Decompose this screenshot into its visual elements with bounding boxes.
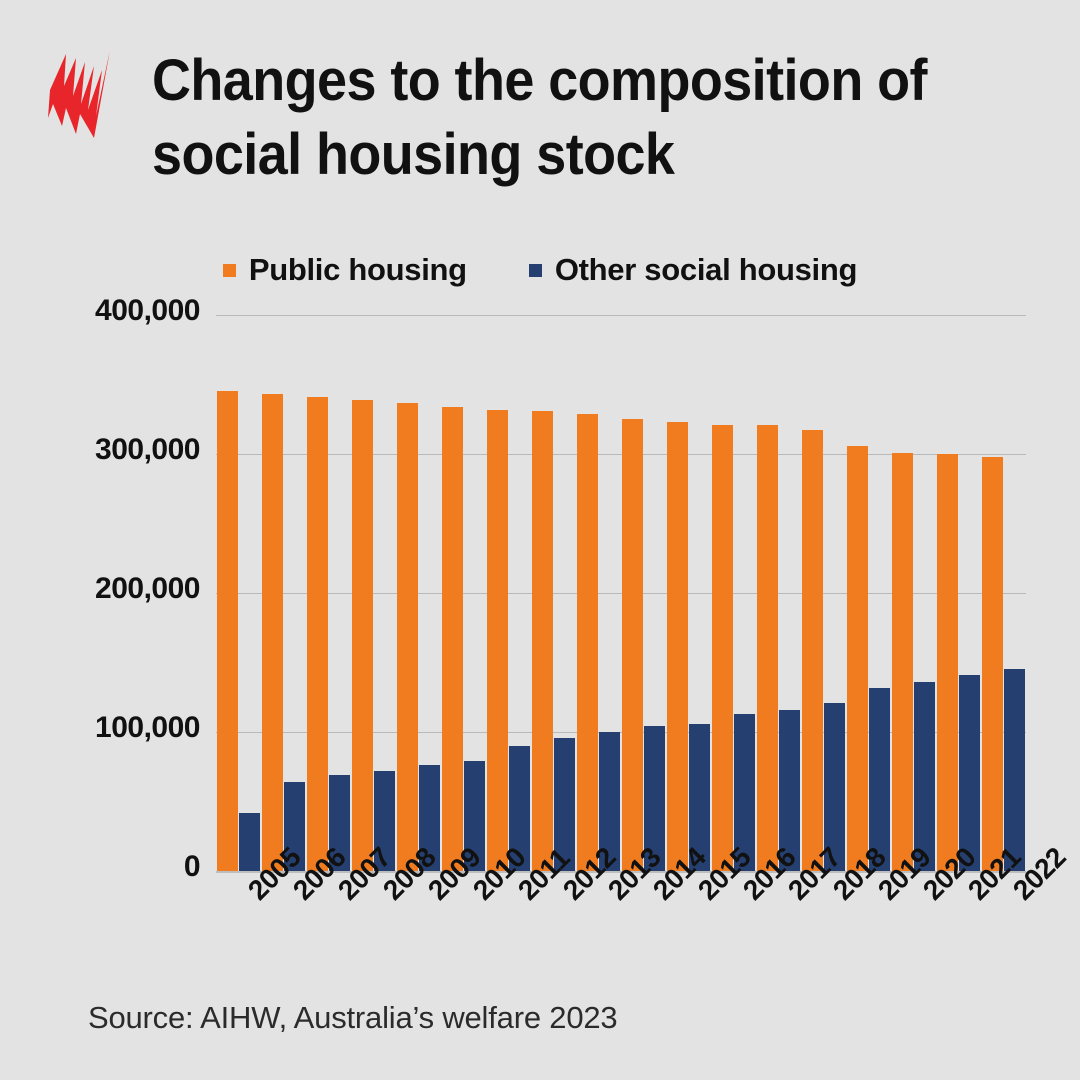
bar-other-social-housing[interactable]	[419, 765, 440, 871]
bar-public-housing[interactable]	[892, 452, 913, 871]
legend-swatch-other-social-housing	[528, 263, 542, 277]
legend-item-other-social-housing[interactable]: Other social housing	[528, 252, 858, 288]
legend-item-public-housing[interactable]: Public housing	[222, 252, 467, 288]
bar-group	[756, 311, 801, 871]
bar-group	[216, 311, 261, 871]
bar-public-housing[interactable]	[397, 402, 418, 871]
legend-swatch-public-housing	[222, 263, 236, 277]
header: Changes to the composition of social hou…	[0, 0, 1080, 210]
bar-other-social-housing[interactable]	[374, 770, 395, 871]
bar-public-housing[interactable]	[307, 397, 328, 871]
gridline	[216, 315, 1026, 316]
bar-other-social-housing[interactable]	[1004, 669, 1025, 871]
bar-other-social-housing[interactable]	[239, 812, 260, 871]
legend-label-other-social-housing: Other social housing	[554, 252, 858, 287]
bar-public-housing[interactable]	[712, 424, 733, 871]
bar-other-social-housing[interactable]	[734, 713, 755, 871]
bar-other-social-housing[interactable]	[599, 732, 620, 871]
bar-group	[621, 311, 666, 871]
bar-public-housing[interactable]	[352, 399, 373, 871]
bar-group	[846, 311, 891, 871]
bar-other-social-housing[interactable]	[779, 709, 800, 871]
bar-public-housing[interactable]	[622, 419, 643, 871]
bar-public-housing[interactable]	[847, 445, 868, 871]
bar-other-social-housing[interactable]	[869, 687, 890, 871]
y-axis-tick-label: 0	[183, 850, 201, 883]
bar-public-housing[interactable]	[262, 394, 283, 871]
bar-group	[441, 311, 486, 871]
bar-public-housing[interactable]	[577, 413, 598, 871]
bar-other-social-housing[interactable]	[914, 681, 935, 871]
y-axis-tick-label: 400,000	[95, 294, 200, 327]
bar-other-social-housing[interactable]	[554, 737, 575, 871]
bar-other-social-housing[interactable]	[509, 745, 530, 871]
bar-group	[351, 311, 396, 871]
bar-other-social-housing[interactable]	[644, 726, 665, 871]
gridline	[216, 454, 1026, 455]
source-note: Source: AIHW, Australia’s welfare 2023	[88, 1000, 618, 1035]
bar-public-housing[interactable]	[532, 410, 553, 871]
bar-group	[576, 311, 621, 871]
bar-other-social-housing[interactable]	[464, 761, 485, 871]
bar-group	[261, 311, 306, 871]
bar-group	[936, 311, 981, 871]
bar-group	[801, 311, 846, 871]
legend-label-public-housing: Public housing	[248, 252, 467, 287]
bar-group	[531, 311, 576, 871]
gridline	[216, 593, 1026, 594]
page-title: Changes to the composition of social hou…	[152, 48, 927, 188]
bar-other-social-housing[interactable]	[284, 782, 305, 871]
bar-public-housing[interactable]	[937, 454, 958, 871]
bar-other-social-housing[interactable]	[959, 675, 980, 871]
bar-group	[486, 311, 531, 871]
bar-other-social-housing[interactable]	[824, 702, 845, 871]
bar-group	[306, 311, 351, 871]
bar-other-social-housing[interactable]	[329, 775, 350, 871]
bar-public-housing[interactable]	[217, 391, 238, 871]
y-axis-tick-label: 100,000	[95, 711, 200, 744]
gridline	[216, 732, 1026, 733]
bar-group	[711, 311, 756, 871]
bar-public-housing[interactable]	[667, 422, 688, 871]
chart-legend: Public housing Other social housing	[0, 252, 1080, 288]
bar-public-housing[interactable]	[442, 406, 463, 871]
bar-group	[891, 311, 936, 871]
bar-group	[396, 311, 441, 871]
bar-group	[981, 311, 1026, 871]
y-axis-tick-label: 200,000	[95, 572, 200, 605]
y-axis-tick-label: 300,000	[95, 433, 200, 466]
bar-public-housing[interactable]	[802, 430, 823, 871]
bar-public-housing[interactable]	[982, 456, 1003, 871]
sbs-logo-icon	[36, 44, 116, 148]
axis-baseline	[216, 871, 1026, 873]
bar-public-housing[interactable]	[757, 424, 778, 871]
bar-other-social-housing[interactable]	[689, 723, 710, 871]
bar-public-housing[interactable]	[487, 409, 508, 871]
bar-group	[666, 311, 711, 871]
